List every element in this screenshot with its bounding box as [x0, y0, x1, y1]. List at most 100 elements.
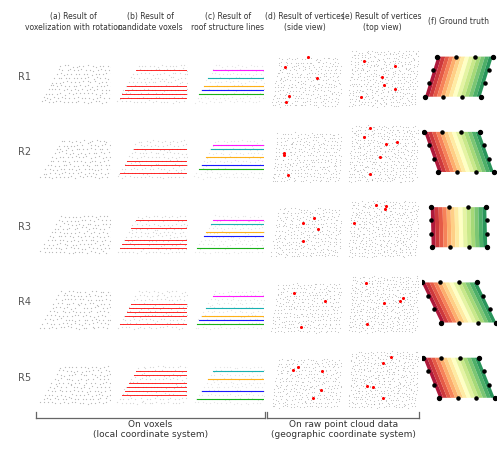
Point: [53, 308, 61, 315]
Point: [373, 297, 381, 304]
Point: [252, 70, 260, 78]
Point: [68, 372, 76, 379]
Point: [282, 146, 290, 153]
Point: [394, 63, 402, 71]
Point: [310, 241, 318, 249]
Point: [246, 138, 254, 145]
Point: [352, 139, 360, 146]
Point: [372, 67, 380, 74]
Point: [273, 221, 281, 229]
Point: [331, 67, 339, 74]
Point: [428, 230, 436, 238]
Point: [368, 279, 376, 286]
Point: [384, 88, 392, 95]
Point: [211, 158, 219, 166]
Point: [380, 168, 388, 175]
Point: [257, 297, 265, 304]
Point: [398, 221, 406, 229]
Point: [281, 77, 289, 84]
Point: [113, 398, 121, 406]
Point: [293, 388, 301, 396]
Point: [245, 70, 253, 78]
Point: [169, 62, 177, 70]
Point: [237, 169, 245, 177]
Point: [350, 152, 358, 159]
Point: [72, 90, 80, 97]
Point: [134, 316, 142, 323]
Point: [396, 248, 404, 256]
Point: [303, 54, 311, 62]
Point: [138, 245, 146, 252]
Point: [346, 168, 354, 175]
Point: [198, 217, 206, 224]
Point: [319, 312, 327, 319]
Point: [368, 220, 376, 228]
Point: [376, 362, 384, 369]
Point: [401, 296, 409, 303]
Point: [383, 242, 391, 249]
Point: [92, 239, 100, 246]
Point: [297, 231, 305, 238]
Point: [388, 162, 396, 169]
Point: [160, 372, 168, 379]
Point: [234, 81, 242, 89]
Point: [382, 218, 390, 225]
Point: [287, 302, 295, 310]
Point: [288, 252, 296, 259]
Point: [154, 164, 162, 172]
Point: [65, 375, 73, 382]
Point: [220, 383, 228, 391]
Point: [54, 94, 62, 101]
Point: [160, 66, 168, 73]
Point: [348, 80, 356, 88]
Point: [222, 249, 230, 257]
Point: [282, 375, 290, 383]
Point: [386, 154, 394, 162]
Point: [372, 290, 380, 297]
Point: [256, 141, 264, 149]
Point: [76, 370, 84, 377]
Point: [383, 73, 391, 81]
Point: [294, 134, 302, 141]
Point: [322, 366, 330, 374]
Point: [386, 211, 394, 218]
Point: [224, 95, 232, 102]
Point: [378, 83, 386, 90]
Point: [328, 134, 336, 142]
Point: [319, 248, 327, 256]
Point: [154, 362, 162, 369]
Point: [406, 384, 413, 392]
Point: [300, 173, 308, 180]
Point: [210, 287, 218, 295]
Point: [402, 314, 410, 321]
Point: [146, 315, 154, 323]
Point: [306, 178, 314, 185]
Point: [332, 235, 340, 242]
Point: [383, 308, 391, 315]
Point: [248, 142, 256, 149]
Point: [298, 393, 306, 401]
Point: [151, 78, 159, 85]
Point: [338, 130, 346, 138]
Point: [352, 131, 360, 139]
Point: [393, 164, 401, 172]
Point: [404, 381, 411, 389]
Point: [197, 288, 205, 296]
Point: [378, 302, 386, 310]
Point: [99, 228, 107, 235]
Point: [76, 399, 84, 407]
Point: [304, 296, 312, 303]
Point: [412, 206, 420, 213]
Point: [138, 233, 145, 240]
Point: [360, 150, 368, 157]
Point: [284, 152, 292, 160]
Point: [76, 316, 84, 324]
Point: [263, 74, 271, 81]
Point: [196, 213, 204, 220]
Point: [96, 234, 104, 241]
Point: [130, 325, 138, 333]
Point: [65, 74, 73, 82]
Point: [336, 156, 344, 163]
Point: [302, 363, 310, 370]
Point: [212, 222, 220, 230]
